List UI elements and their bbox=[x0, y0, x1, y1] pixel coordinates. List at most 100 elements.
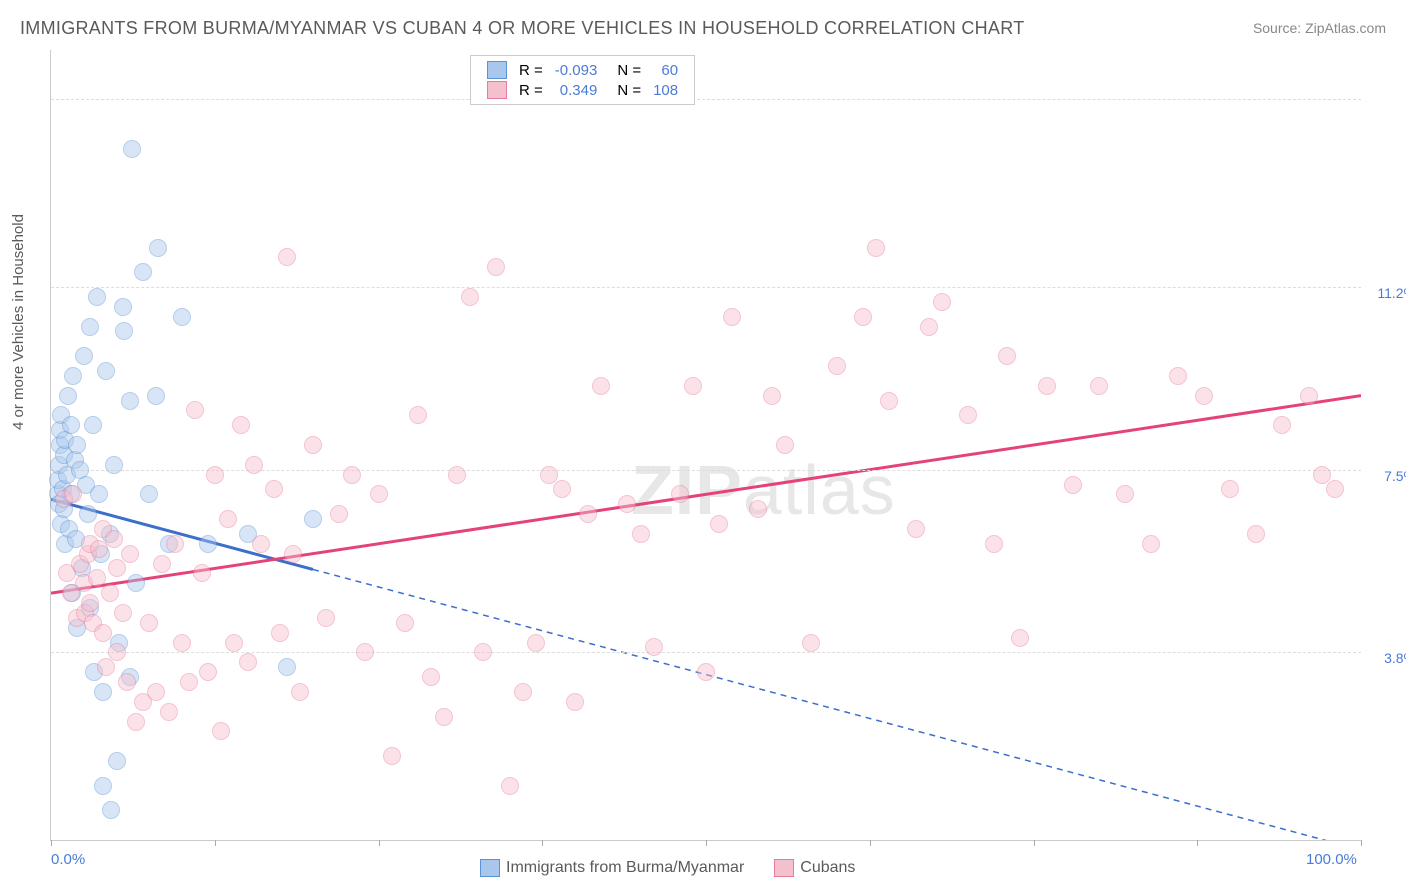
gridline bbox=[51, 287, 1361, 288]
data-point-cuban bbox=[271, 624, 289, 642]
legend-item-cuban: Cubans bbox=[774, 859, 855, 876]
data-point-cuban bbox=[1326, 480, 1344, 498]
legend-stats: R =-0.093N =60R =0.349N =108 bbox=[470, 55, 695, 105]
data-point-cuban bbox=[343, 466, 361, 484]
x-tick bbox=[379, 840, 380, 846]
legend-series: Immigrants from Burma/Myanmar Cubans bbox=[480, 859, 885, 877]
x-tick bbox=[870, 840, 871, 846]
data-point-cuban bbox=[101, 584, 119, 602]
data-point-cuban bbox=[422, 668, 440, 686]
data-point-cuban bbox=[1300, 387, 1318, 405]
data-point-cuban bbox=[291, 683, 309, 701]
data-point-cuban bbox=[232, 416, 250, 434]
data-point-cuban bbox=[166, 535, 184, 553]
data-point-burma bbox=[173, 308, 191, 326]
data-point-cuban bbox=[147, 683, 165, 701]
data-point-cuban bbox=[1169, 367, 1187, 385]
data-point-cuban bbox=[88, 569, 106, 587]
data-point-cuban bbox=[173, 634, 191, 652]
chart-title: IMMIGRANTS FROM BURMA/MYANMAR VS CUBAN 4… bbox=[20, 18, 1025, 39]
y-tick-label: 7.5% bbox=[1384, 468, 1406, 484]
data-point-cuban bbox=[645, 638, 663, 656]
legend-item-burma: Immigrants from Burma/Myanmar bbox=[480, 859, 744, 876]
data-point-cuban bbox=[920, 318, 938, 336]
data-point-cuban bbox=[219, 510, 237, 528]
data-point-cuban bbox=[356, 643, 374, 661]
data-point-cuban bbox=[514, 683, 532, 701]
data-point-cuban bbox=[1221, 480, 1239, 498]
data-point-cuban bbox=[1247, 525, 1265, 543]
data-point-cuban bbox=[199, 663, 217, 681]
data-point-burma bbox=[149, 239, 167, 257]
x-tick-label: 100.0% bbox=[1306, 851, 1357, 868]
data-point-burma bbox=[278, 658, 296, 676]
data-point-cuban bbox=[94, 624, 112, 642]
data-point-cuban bbox=[907, 520, 925, 538]
data-point-cuban bbox=[140, 614, 158, 632]
data-point-cuban bbox=[501, 777, 519, 795]
data-point-cuban bbox=[153, 555, 171, 573]
data-point-cuban bbox=[1116, 485, 1134, 503]
data-point-cuban bbox=[239, 653, 257, 671]
data-point-cuban bbox=[880, 392, 898, 410]
data-point-burma bbox=[121, 392, 139, 410]
data-point-cuban bbox=[81, 594, 99, 612]
data-point-burma bbox=[90, 485, 108, 503]
data-point-cuban bbox=[64, 485, 82, 503]
y-axis-title: 4 or more Vehicles in Household bbox=[10, 214, 27, 430]
legend-stat-row-burma: R =-0.093N =60 bbox=[481, 60, 684, 80]
chart-container: IMMIGRANTS FROM BURMA/MYANMAR VS CUBAN 4… bbox=[0, 0, 1406, 892]
data-point-cuban bbox=[553, 480, 571, 498]
data-point-cuban bbox=[998, 347, 1016, 365]
data-point-cuban bbox=[671, 485, 689, 503]
data-point-cuban bbox=[618, 495, 636, 513]
data-point-cuban bbox=[776, 436, 794, 454]
data-point-cuban bbox=[802, 634, 820, 652]
gridline bbox=[51, 99, 1361, 100]
data-point-cuban bbox=[749, 500, 767, 518]
data-point-cuban bbox=[245, 456, 263, 474]
data-point-cuban bbox=[252, 535, 270, 553]
data-point-cuban bbox=[632, 525, 650, 543]
data-point-cuban bbox=[396, 614, 414, 632]
data-point-cuban bbox=[697, 663, 715, 681]
data-point-cuban bbox=[566, 693, 584, 711]
trend-dashed-burma bbox=[313, 569, 1361, 840]
data-point-burma bbox=[94, 683, 112, 701]
data-point-cuban bbox=[212, 722, 230, 740]
x-tick bbox=[542, 840, 543, 846]
data-point-cuban bbox=[127, 713, 145, 731]
data-point-cuban bbox=[592, 377, 610, 395]
x-tick bbox=[1361, 840, 1362, 846]
data-point-burma bbox=[102, 801, 120, 819]
data-point-burma bbox=[62, 416, 80, 434]
data-point-burma bbox=[123, 140, 141, 158]
data-point-cuban bbox=[317, 609, 335, 627]
x-tick-label: 0.0% bbox=[51, 851, 85, 868]
data-point-burma bbox=[59, 387, 77, 405]
data-point-cuban bbox=[474, 643, 492, 661]
data-point-burma bbox=[115, 322, 133, 340]
data-point-cuban bbox=[186, 401, 204, 419]
x-tick bbox=[215, 840, 216, 846]
data-point-burma bbox=[127, 574, 145, 592]
data-point-cuban bbox=[304, 436, 322, 454]
data-point-burma bbox=[140, 485, 158, 503]
data-point-cuban bbox=[1090, 377, 1108, 395]
data-point-burma bbox=[68, 436, 86, 454]
data-point-cuban bbox=[435, 708, 453, 726]
data-point-burma bbox=[114, 298, 132, 316]
data-point-cuban bbox=[193, 564, 211, 582]
data-point-cuban bbox=[121, 545, 139, 563]
plot-area: ZIPatlas 3.8%7.5%11.2%0.0%100.0% bbox=[50, 50, 1361, 841]
data-point-cuban bbox=[1142, 535, 1160, 553]
data-point-burma bbox=[64, 367, 82, 385]
data-point-burma bbox=[134, 263, 152, 281]
data-point-cuban bbox=[959, 406, 977, 424]
data-point-cuban bbox=[225, 634, 243, 652]
data-point-cuban bbox=[527, 634, 545, 652]
data-point-cuban bbox=[854, 308, 872, 326]
data-point-cuban bbox=[160, 703, 178, 721]
data-point-burma bbox=[108, 752, 126, 770]
data-point-cuban bbox=[118, 673, 136, 691]
